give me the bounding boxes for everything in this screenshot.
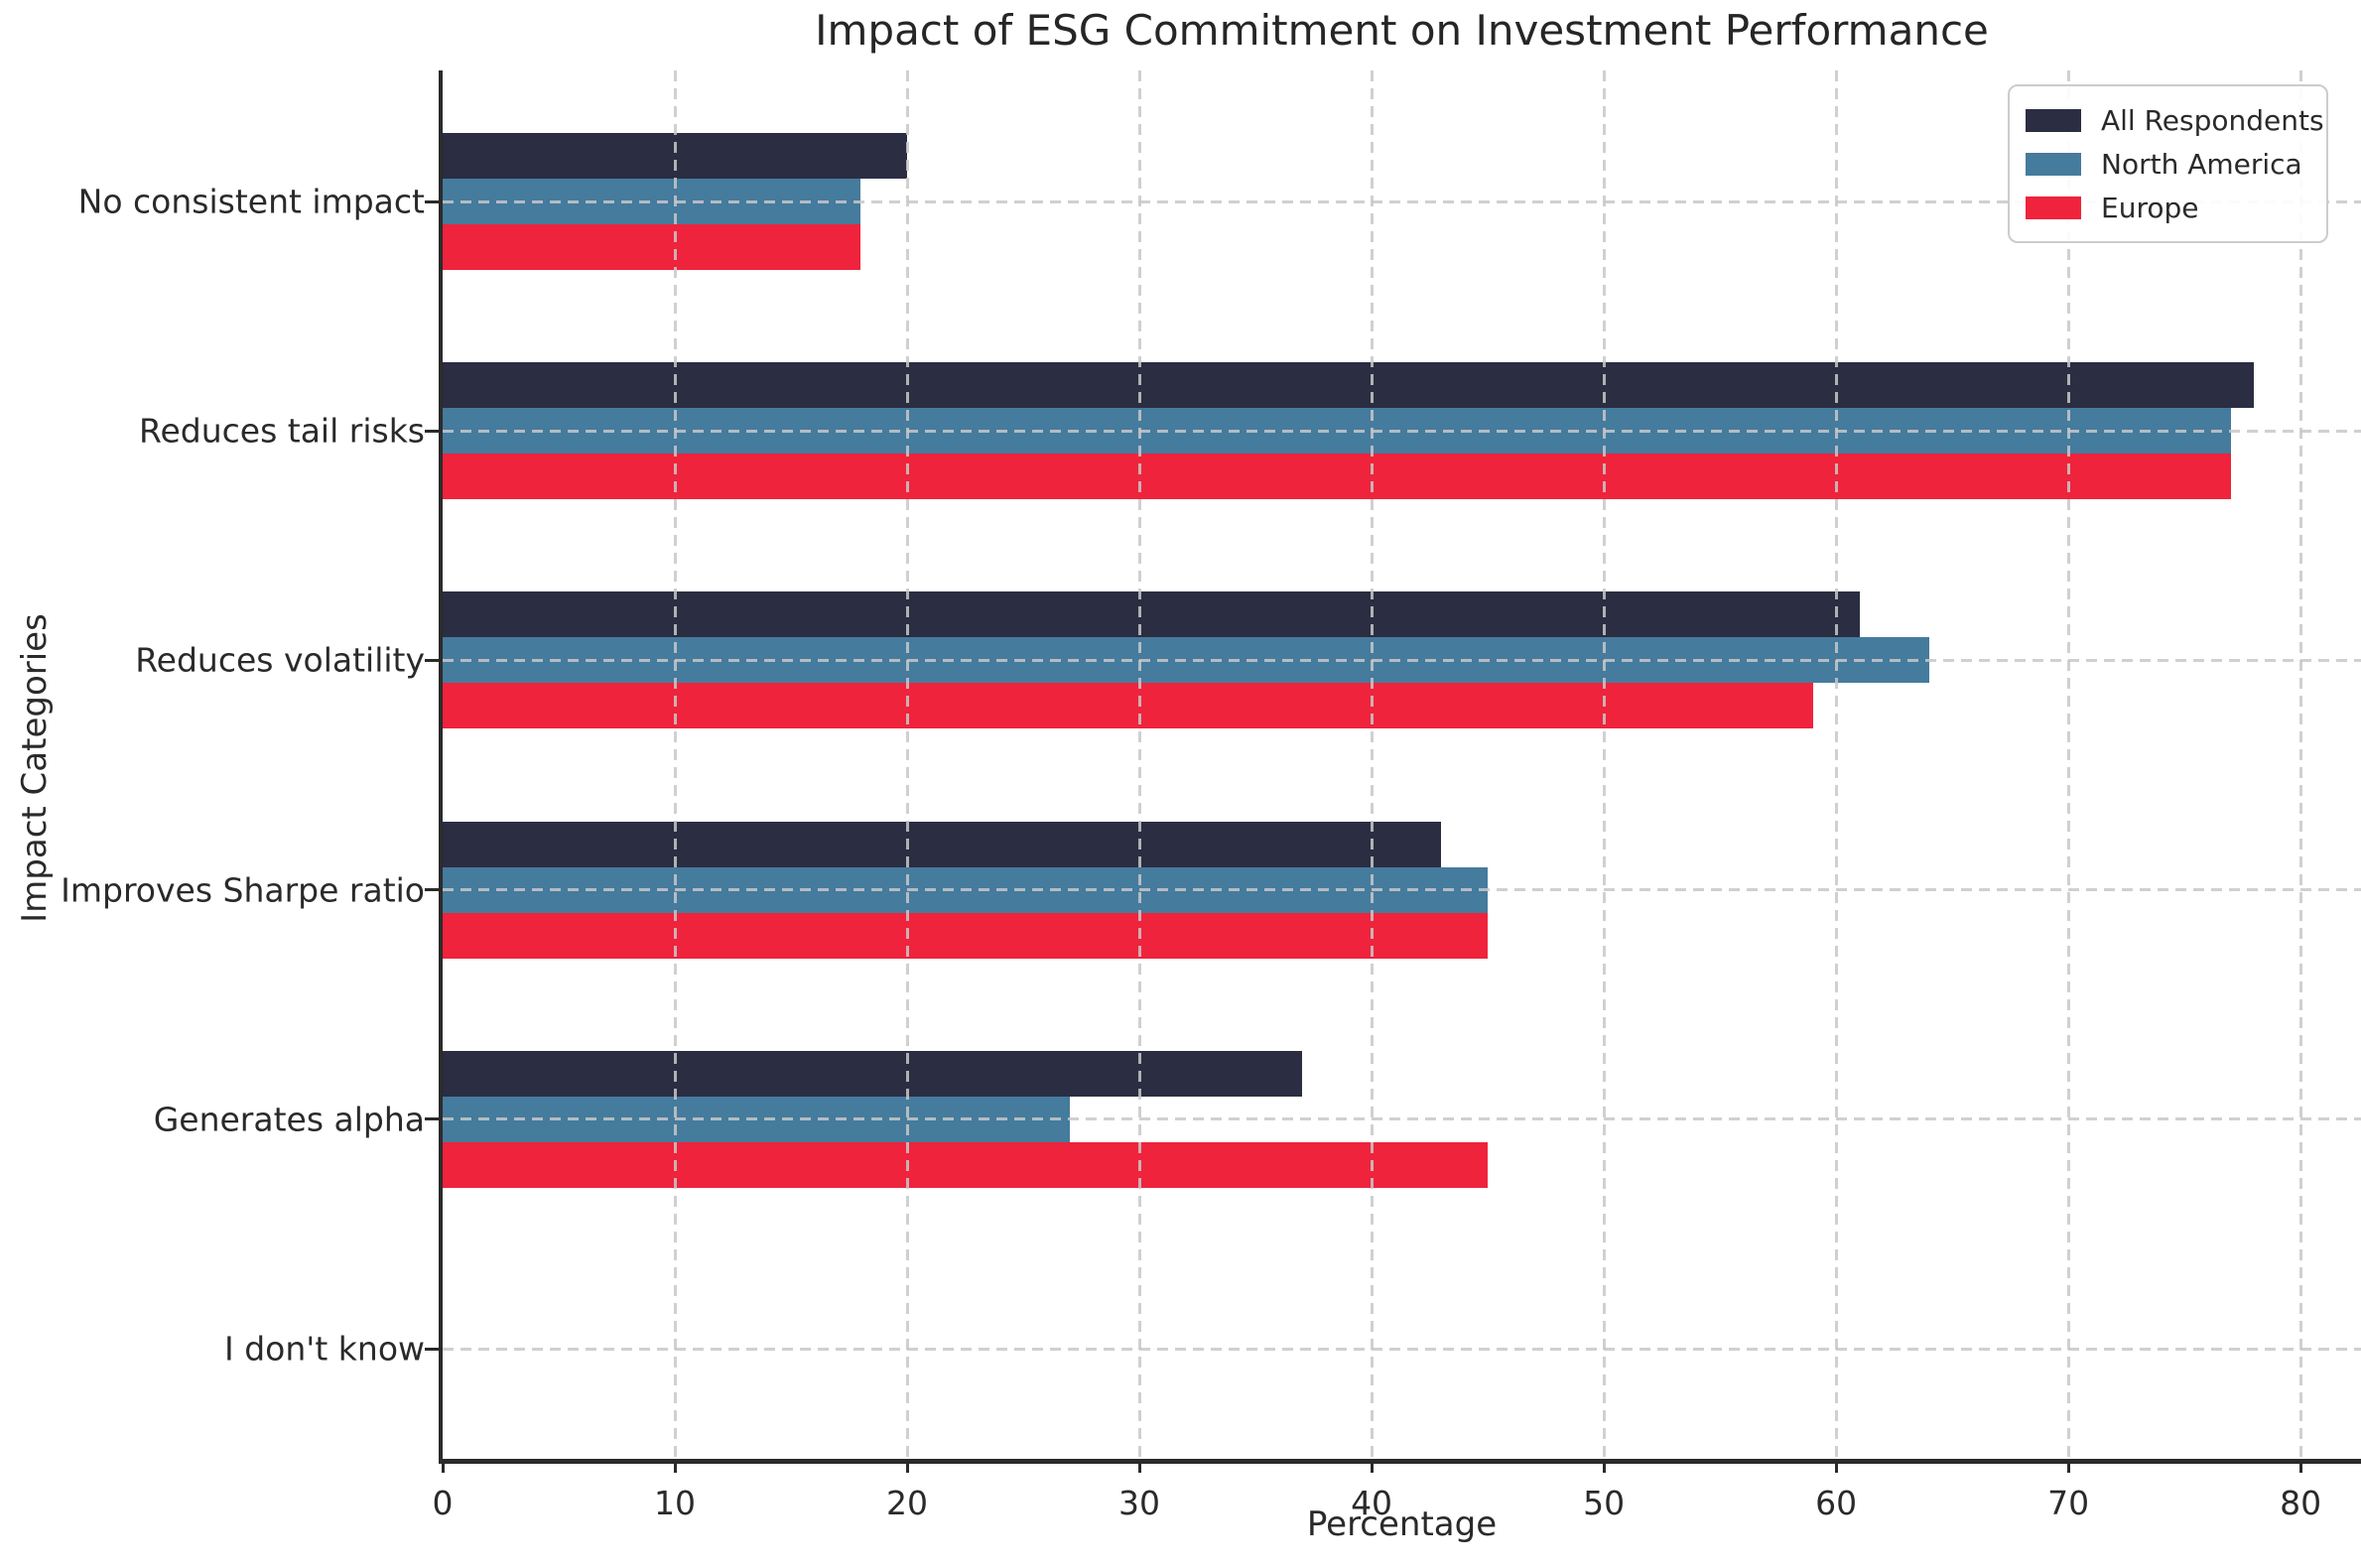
gridline-x-80 <box>2298 70 2302 1459</box>
legend-label-europe: Europe <box>2101 191 2199 224</box>
chart-title: Impact of ESG Commitment on Investment P… <box>815 6 1989 55</box>
bar-europe-reduces-volatility <box>443 683 1813 729</box>
x-tick-mark-10 <box>673 1459 677 1473</box>
legend-label-north-america: North America <box>2101 147 2302 181</box>
y-tick-mark-improves-sharpe-ratio <box>425 888 439 892</box>
category-label-i-don-t-know: I don't know <box>224 1329 425 1369</box>
gridline-y-reduces-tail-risks <box>443 429 2361 433</box>
x-tick-label-80: 80 <box>2280 1484 2322 1522</box>
bar-all-respondents-improves-sharpe-ratio <box>443 821 1442 867</box>
y-tick-mark-reduces-volatility <box>425 658 439 662</box>
bar-europe-no-consistent-impact <box>443 224 861 270</box>
bar-europe-improves-sharpe-ratio <box>443 912 1489 959</box>
category-label-reduces-volatility: Reduces volatility <box>135 640 425 680</box>
gridline-x-10 <box>673 70 677 1459</box>
gridline-y-no-consistent-impact <box>443 199 2361 203</box>
x-tick-mark-40 <box>1370 1459 1374 1473</box>
bar-europe-generates-alpha <box>443 1141 1489 1188</box>
x-tick-label-40: 40 <box>1351 1484 1393 1522</box>
x-tick-label-70: 70 <box>2047 1484 2090 1522</box>
y-axis-title: Impact Categories <box>15 613 55 923</box>
x-tick-mark-70 <box>2066 1459 2070 1473</box>
gridline-x-30 <box>1137 70 1141 1459</box>
bar-all-respondents-reduces-volatility <box>443 591 1860 638</box>
gridline-x-50 <box>1602 70 1606 1459</box>
gridline-y-reduces-volatility <box>443 658 2361 662</box>
category-label-improves-sharpe-ratio: Improves Sharpe ratio <box>61 870 425 910</box>
legend: All Respondents North America Europe <box>2008 84 2328 243</box>
gridline-y-i-don-t-know <box>443 1347 2361 1351</box>
category-label-no-consistent-impact: No consistent impact <box>77 182 425 221</box>
x-tick-label-60: 60 <box>1815 1484 1858 1522</box>
bar-all-respondents-reduces-tail-risks <box>443 362 2255 409</box>
x-tick-label-0: 0 <box>432 1484 454 1522</box>
x-tick-mark-20 <box>905 1459 909 1473</box>
x-tick-label-20: 20 <box>886 1484 929 1522</box>
bar-europe-reduces-tail-risks <box>443 454 2231 500</box>
bar-all-respondents-generates-alpha <box>443 1050 1302 1097</box>
legend-swatch-all-respondents <box>2026 108 2081 132</box>
x-tick-mark-30 <box>1137 1459 1141 1473</box>
x-tick-mark-80 <box>2298 1459 2302 1473</box>
legend-swatch-europe <box>2026 196 2081 219</box>
x-axis-title: Percentage <box>1306 1504 1498 1544</box>
gridline-y-generates-alpha <box>443 1117 2361 1121</box>
x-tick-mark-50 <box>1602 1459 1606 1473</box>
gridline-x-20 <box>905 70 909 1459</box>
gridline-y-improves-sharpe-ratio <box>443 888 2361 892</box>
legend-item-europe: Europe <box>2026 186 2308 229</box>
x-tick-label-10: 10 <box>654 1484 697 1522</box>
x-tick-mark-60 <box>1834 1459 1838 1473</box>
y-tick-mark-reduces-tail-risks <box>425 429 439 433</box>
gridline-x-60 <box>1834 70 1838 1459</box>
x-tick-label-50: 50 <box>1583 1484 1626 1522</box>
x-tick-mark-0 <box>441 1459 445 1473</box>
legend-item-north-america: North America <box>2026 142 2308 186</box>
legend-swatch-north-america <box>2026 152 2081 176</box>
gridline-x-70 <box>2066 70 2070 1459</box>
x-axis-spine <box>439 1459 2361 1464</box>
x-tick-label-30: 30 <box>1118 1484 1161 1522</box>
y-tick-mark-i-don-t-know <box>425 1347 439 1351</box>
gridline-x-40 <box>1370 70 1374 1459</box>
plot-area: 0 10 20 30 40 50 60 70 80 No consistent impact Red… <box>61 70 2361 1522</box>
category-label-generates-alpha: Generates alpha <box>153 1100 425 1139</box>
y-tick-mark-no-consistent-impact <box>425 199 439 203</box>
legend-label-all-respondents: All Respondents <box>2101 103 2324 137</box>
y-tick-mark-generates-alpha <box>425 1117 439 1121</box>
y-axis-spine <box>439 70 443 1464</box>
legend-item-all-respondents: All Respondents <box>2026 98 2324 142</box>
category-label-reduces-tail-risks: Reduces tail risks <box>139 411 425 451</box>
